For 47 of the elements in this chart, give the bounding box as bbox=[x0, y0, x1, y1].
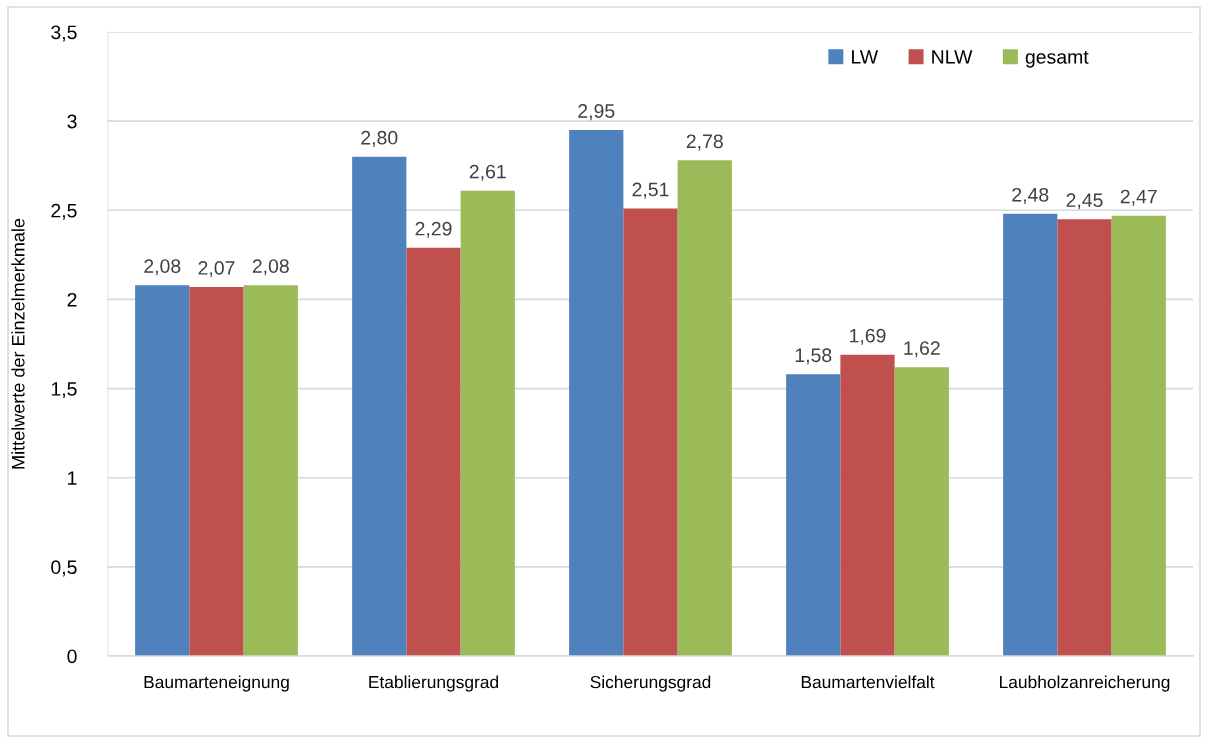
bar bbox=[623, 208, 678, 656]
data-label: 2,29 bbox=[415, 221, 452, 238]
y-tick-label: 0,5 bbox=[51, 560, 77, 577]
x-tick-label: Etablierungsgrad bbox=[369, 675, 499, 692]
data-label: 2,08 bbox=[252, 259, 289, 276]
bar bbox=[406, 247, 461, 656]
bar bbox=[243, 285, 298, 656]
data-label: 2,47 bbox=[1120, 189, 1157, 206]
bar bbox=[894, 367, 949, 656]
x-tick-label: Laubholzanreicherung bbox=[1000, 675, 1170, 692]
bar bbox=[460, 190, 515, 656]
bar bbox=[1111, 215, 1166, 656]
y-tick-label: 1,5 bbox=[51, 382, 77, 399]
data-label: 2,51 bbox=[632, 182, 669, 199]
y-axis-title: Mittelwerte der Einzelmerkmale bbox=[11, 218, 25, 469]
x-tick-label: Baumarteneignung bbox=[144, 675, 289, 692]
data-label: 2,45 bbox=[1066, 193, 1103, 210]
data-label: 1,58 bbox=[795, 348, 832, 365]
legend-label: NLW bbox=[932, 50, 973, 64]
bar bbox=[569, 130, 624, 656]
data-label: 2,48 bbox=[1012, 187, 1049, 204]
x-tick-label: Baumartenvielfalt bbox=[801, 675, 935, 689]
y-tick-label: 1 bbox=[68, 471, 77, 485]
data-label: 1,62 bbox=[904, 341, 940, 358]
bar bbox=[677, 160, 732, 656]
bar bbox=[135, 285, 190, 656]
bar bbox=[1057, 219, 1112, 656]
legend-label: gesamt bbox=[1025, 51, 1089, 68]
bar bbox=[189, 286, 244, 656]
data-label: 2,95 bbox=[578, 104, 615, 121]
bar bbox=[352, 156, 407, 656]
bar bbox=[786, 374, 841, 656]
y-tick-label: 0 bbox=[67, 649, 77, 664]
data-label: 2,80 bbox=[361, 130, 398, 147]
data-label: 1,69 bbox=[850, 328, 886, 345]
bar bbox=[1003, 213, 1058, 656]
legend-label: LW bbox=[852, 50, 879, 64]
data-label: 2,61 bbox=[469, 164, 506, 181]
bar bbox=[840, 354, 895, 656]
y-tick-label: 3,5 bbox=[51, 25, 77, 42]
y-tick-label: 2,5 bbox=[51, 203, 77, 220]
y-tick-label: 2 bbox=[67, 292, 77, 307]
data-label: 2,78 bbox=[686, 134, 723, 151]
x-tick-label: Sicherungsgrad bbox=[590, 675, 711, 692]
data-label: 2,07 bbox=[198, 261, 235, 278]
y-tick-label: 3 bbox=[67, 114, 77, 129]
data-label: 2,08 bbox=[144, 259, 181, 276]
